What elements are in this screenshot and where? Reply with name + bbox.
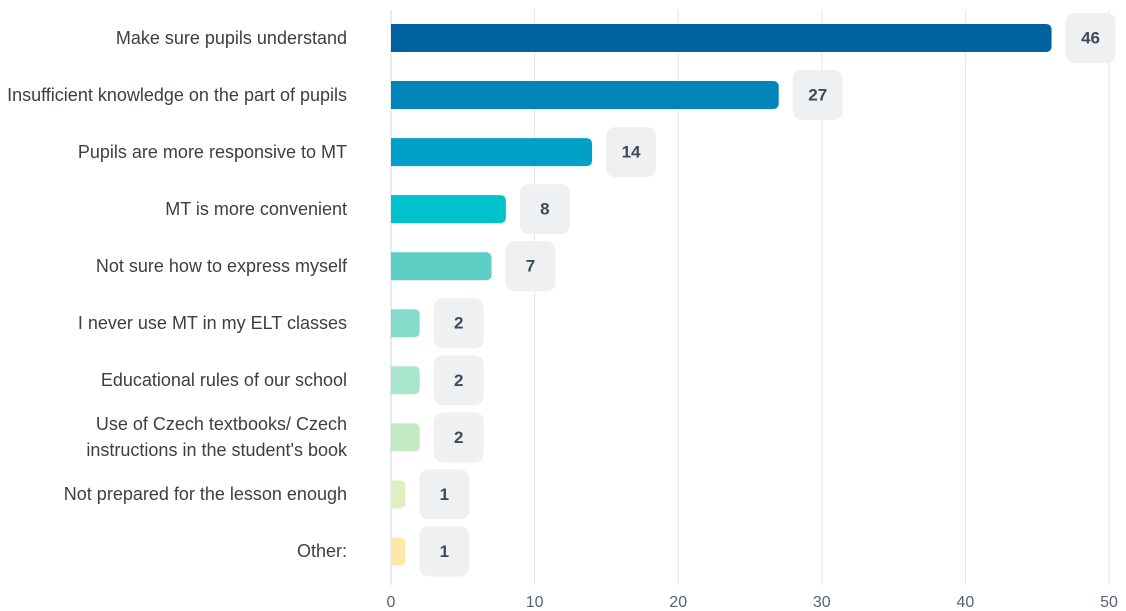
value-label: 1	[440, 485, 449, 504]
bar	[391, 24, 1052, 52]
value-label: 2	[454, 428, 463, 447]
value-label: 46	[1081, 28, 1100, 47]
value-badge	[419, 526, 470, 577]
bar	[391, 81, 779, 110]
bar	[391, 195, 506, 224]
value-badge	[1065, 13, 1116, 63]
x-tick-label: 50	[1100, 594, 1118, 611]
value-badge	[433, 298, 484, 349]
x-tick-label: 0	[387, 594, 396, 611]
value-label: 2	[454, 371, 463, 390]
category-label: Insufficient knowledge on the part of pu…	[7, 85, 347, 106]
value-label: 1	[440, 542, 449, 561]
value-badge	[505, 241, 556, 292]
value-badge	[433, 412, 484, 463]
category-label: I never use MT in my ELT classes	[77, 313, 347, 334]
x-tick-label: 30	[813, 594, 831, 611]
value-label: 2	[454, 314, 463, 333]
category-label: Use of Czech textbooks/ Czech instructio…	[86, 414, 347, 461]
value-badge	[433, 355, 484, 406]
value-label: 8	[540, 200, 549, 219]
x-tick-label: 10	[526, 594, 544, 611]
value-label: 27	[808, 86, 827, 105]
value-badge	[606, 127, 657, 178]
x-tick-label: 20	[669, 594, 687, 611]
value-badge	[419, 469, 470, 520]
bar	[391, 138, 593, 167]
category-label: Not sure how to express myself	[95, 256, 347, 277]
category-label: Pupils are more responsive to MT	[77, 142, 347, 163]
bar	[391, 537, 406, 566]
bar	[391, 252, 492, 281]
value-badge	[792, 70, 843, 121]
value-badge	[519, 184, 570, 235]
bar	[391, 480, 406, 509]
bar	[391, 366, 420, 395]
category-label: MT is more convenient	[165, 199, 347, 220]
value-label: 7	[526, 257, 535, 276]
category-label: Educational rules of our school	[100, 370, 347, 391]
category-label: Other:	[296, 541, 347, 562]
x-tick-label: 40	[957, 594, 975, 611]
bar	[391, 423, 420, 452]
bar	[391, 309, 420, 338]
value-label: 14	[622, 143, 641, 162]
category-label: Make sure pupils understand	[115, 28, 347, 48]
category-label: Not prepared for the lesson enough	[63, 484, 347, 505]
